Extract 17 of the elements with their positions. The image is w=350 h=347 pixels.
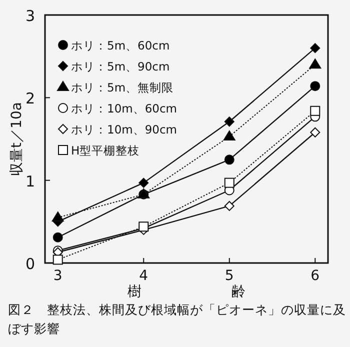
- y-tick-label: 1: [25, 172, 35, 190]
- legend-label: ホリ：5m、90cm: [71, 60, 170, 74]
- y-tick-label: 2: [25, 90, 35, 108]
- legend-label: ホリ：10m、90cm: [71, 122, 177, 136]
- x-tick-label: 4: [139, 268, 148, 284]
- caption: 図２ 整枝法、株間及び根域幅が「ピオーネ」の収量に及ぼす影響: [7, 301, 346, 338]
- legend-label: ホリ：10m、60cm: [71, 102, 177, 116]
- y-tick-label: 0: [25, 255, 35, 273]
- x-axis-title: 樹齢: [128, 284, 336, 300]
- legend-label: ホリ：5m、60cm: [71, 38, 170, 52]
- legend-label: ホリ：5m、無制限: [71, 80, 174, 94]
- y-tick-label: 3: [25, 7, 35, 25]
- x-tick-label: 5: [224, 268, 234, 284]
- x-tick-label: 3: [53, 268, 62, 284]
- x-tick-label: 6: [310, 268, 320, 284]
- y-axis-title: 収量t／10a: [9, 102, 25, 176]
- legend-label: H型平棚整枝: [71, 144, 140, 158]
